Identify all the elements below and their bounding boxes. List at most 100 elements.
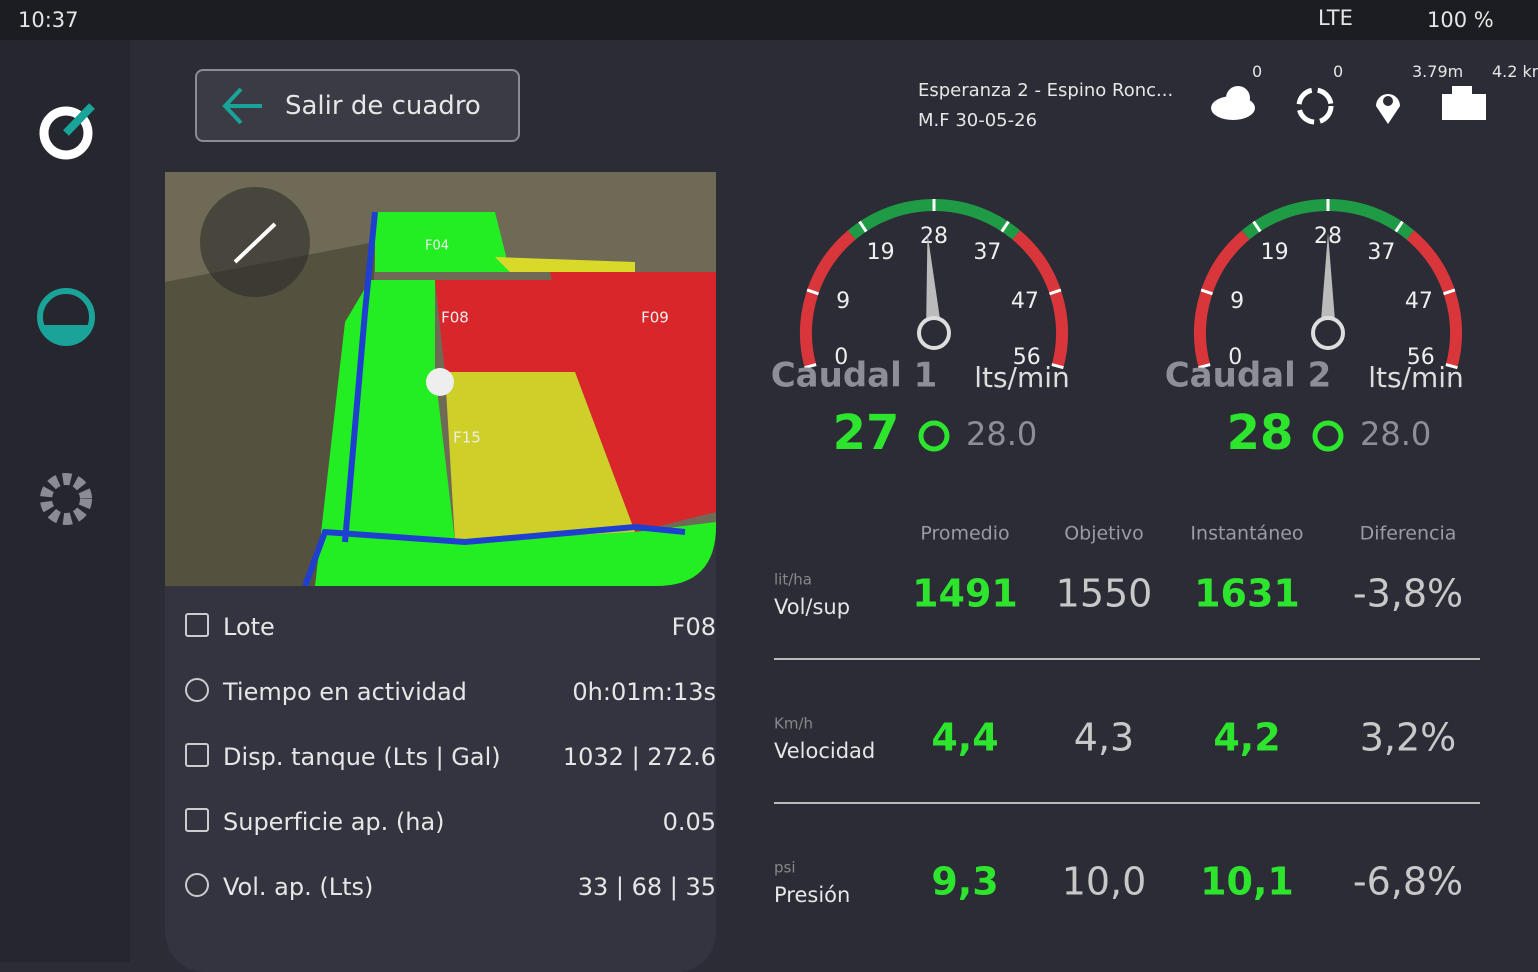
- cell: 10,1: [1200, 860, 1294, 904]
- gauge-needle: [926, 233, 942, 334]
- row-label: Presión: [774, 883, 850, 907]
- target-icon: [1312, 420, 1344, 452]
- row-unit: Km/h: [774, 715, 813, 733]
- header-icons: [1211, 86, 1486, 125]
- gauge-tick: [1443, 288, 1456, 296]
- column-header: Diferencia: [1360, 523, 1457, 545]
- gauge-value: 28: [1227, 405, 1294, 461]
- gauge-arc: [1194, 230, 1250, 368]
- gauge-target: 28.0: [1360, 415, 1431, 453]
- info-label: Disp. tanque (Lts | Gal): [223, 743, 501, 771]
- info-value: F08: [671, 613, 716, 641]
- info-icon: [185, 613, 209, 637]
- gauge-hub: [917, 316, 951, 350]
- dashboard-icon[interactable]: [37, 288, 95, 346]
- gauge-tick-label: 0: [1228, 345, 1242, 370]
- cell: 3,2%: [1360, 716, 1457, 760]
- cell: 9,3: [931, 860, 998, 904]
- gauge-tick-label: 47: [1011, 289, 1039, 314]
- battery: 100 %: [1427, 8, 1494, 32]
- gauge-tick-label: 0: [834, 345, 848, 370]
- map-label: F08: [441, 309, 469, 327]
- row-unit: psi: [774, 859, 796, 877]
- info-value: 0h:01m:13s: [572, 678, 716, 706]
- gauge-needle: [1320, 233, 1336, 333]
- info-value: 1032 | 272.6: [562, 743, 716, 771]
- indicator: 0: [1333, 62, 1344, 81]
- gauge-tick: [1445, 363, 1458, 370]
- map-label: F15: [453, 429, 481, 447]
- target-icon: [918, 420, 950, 452]
- column-header: Promedio: [920, 523, 1009, 545]
- nav-icons: [37, 103, 95, 525]
- gauge-tick-label: 47: [1405, 289, 1433, 314]
- info-icon: [185, 743, 209, 767]
- cell: 10,0: [1062, 860, 1147, 904]
- gauge-tick-label: 28: [920, 224, 948, 249]
- gauge-tick: [1394, 220, 1404, 233]
- info-value: 33 | 68 | 35: [577, 873, 716, 901]
- info-icon: [185, 678, 209, 702]
- gauge-tick-label: 19: [867, 240, 895, 265]
- info-label: Vol. ap. (Lts): [223, 873, 374, 901]
- cell: -6,8%: [1353, 860, 1463, 904]
- back-label: Salir de cuadro: [285, 91, 481, 121]
- gauge-tick-label: 56: [1407, 345, 1435, 370]
- gauge-unit: lts/min: [1368, 361, 1464, 394]
- gauge-name: Caudal 1: [771, 356, 938, 396]
- gauge-tick: [1198, 363, 1211, 370]
- gauge-name: Caudal 2: [1165, 356, 1332, 396]
- gauge-target: 28.0: [966, 415, 1037, 453]
- gauge-tick: [806, 288, 819, 296]
- cell: 1550: [1056, 572, 1153, 616]
- gauge-tick-label: 19: [1261, 240, 1289, 265]
- network: LTE: [1318, 6, 1353, 30]
- dashboard: 0 9 19 28 37 47 56 Caudal 1 lts/min 27 28.0 0 9 19 28 3…: [771, 199, 1480, 907]
- sidebar: [0, 40, 130, 962]
- gauge-tick: [1200, 288, 1213, 296]
- gauge-value: 27: [833, 405, 900, 461]
- map-label: F04: [425, 239, 449, 254]
- cell: -3,8%: [1353, 572, 1463, 616]
- gauge-arc: [1012, 230, 1068, 368]
- indicator: 3.79m: [1412, 62, 1464, 81]
- cell: 4,4: [931, 716, 998, 760]
- cell: 1631: [1194, 572, 1300, 616]
- gauge-tick-label: 37: [1367, 240, 1395, 265]
- row-label: Velocidad: [774, 739, 875, 763]
- gauge-tick: [1049, 288, 1062, 296]
- indicator: 4.2 km/: [1492, 62, 1538, 81]
- info-icon: [185, 808, 209, 832]
- job-name: Esperanza 2 - Espino Ronc...: [918, 80, 1174, 101]
- gauge-arc: [1406, 230, 1462, 368]
- info-value: 0.05: [662, 808, 716, 836]
- back-button[interactable]: Salir de cuadro: [195, 69, 520, 142]
- gauge-tick: [804, 363, 817, 370]
- row-label: Vol/sup: [774, 595, 850, 619]
- gauge-hub: [1311, 316, 1345, 350]
- field-map[interactable]: F04 F08 F09 F15: [165, 172, 716, 586]
- column-header: Instantáneo: [1190, 523, 1303, 545]
- info-icon: [185, 873, 209, 897]
- settings-icon[interactable]: [40, 473, 92, 525]
- gauge-tick-label: 56: [1013, 345, 1041, 370]
- gauge-tick: [1051, 363, 1064, 370]
- job-date: M.F 30-05-26: [918, 110, 1038, 131]
- gauge-tick-label: 37: [973, 240, 1001, 265]
- clock: 10:37: [18, 8, 79, 32]
- column-header: Objetivo: [1064, 523, 1144, 545]
- info-label: Tiempo en actividad: [223, 678, 467, 706]
- logo[interactable]: [39, 106, 93, 160]
- gauge-tick: [1252, 220, 1262, 233]
- row-unit: lit/ha: [774, 571, 812, 589]
- gauge-tick: [858, 220, 868, 233]
- cell: 1491: [912, 572, 1018, 616]
- status-bar: 10:37 LTE 100 %: [0, 0, 1538, 40]
- info-label: Lote: [223, 613, 275, 641]
- gauge-tick-label: 9: [836, 289, 850, 314]
- info-label: Superficie ap. (ha): [223, 808, 445, 836]
- gauge-tick: [1000, 220, 1010, 233]
- gauge-unit: lts/min: [974, 361, 1070, 394]
